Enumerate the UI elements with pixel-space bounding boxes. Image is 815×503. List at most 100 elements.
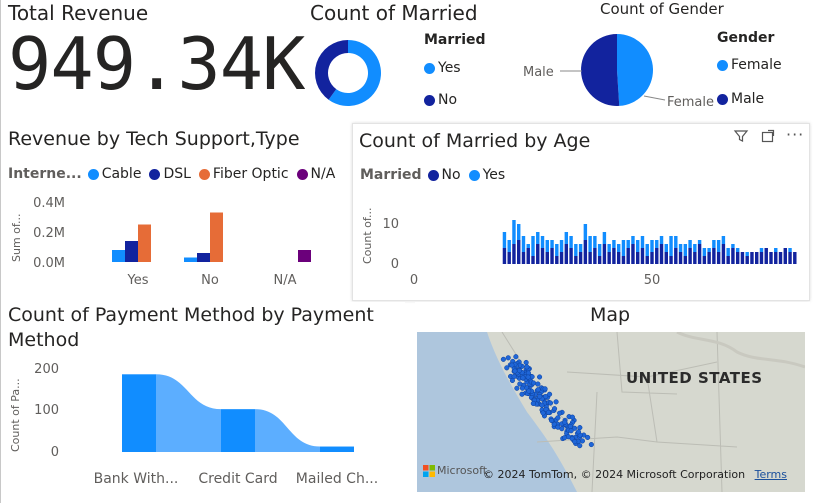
age-bar-76-yes[interactable] [774, 248, 778, 252]
age-bar-23-yes[interactable] [521, 236, 526, 252]
age-bar-35-no[interactable] [578, 252, 583, 264]
age-bar-43-yes[interactable] [616, 244, 621, 252]
age-bar-66-yes[interactable] [726, 248, 730, 256]
tech-legend-cable[interactable]: Cable [87, 166, 141, 182]
age-bar-54-no[interactable] [669, 256, 673, 264]
age-bar-24-yes[interactable] [526, 244, 530, 248]
age-bar-34-no[interactable] [574, 256, 578, 264]
age-bar-70-no[interactable] [745, 256, 749, 264]
age-bar-26-yes[interactable] [536, 232, 540, 244]
age-bar-37-no[interactable] [588, 252, 592, 264]
age-bar-21-yes[interactable] [512, 220, 516, 244]
age-bar-37-yes[interactable] [588, 236, 592, 252]
age-bar-61-yes[interactable] [702, 248, 707, 256]
age-bar-59-no[interactable] [693, 252, 697, 264]
age-bar-66-no[interactable] [726, 256, 730, 264]
filter-icon[interactable] [733, 128, 749, 148]
age-bar-44-no[interactable] [621, 256, 626, 264]
married-donut-card[interactable]: Count of Married Married Yes No [305, 0, 505, 120]
age-bar-70-yes[interactable] [745, 252, 749, 256]
tech-chart-card[interactable]: Revenue by Tech Support,Type Interne... … [5, 122, 345, 297]
age-bar-30-yes[interactable] [555, 244, 559, 256]
map-canvas[interactable]: UNITED STATES Microsoft © 2024 TomTom, ©… [417, 332, 805, 492]
age-bar-25-yes[interactable] [531, 236, 535, 256]
map-card[interactable]: Map UNITED STATES Microsoft © 2024 TomTo… [415, 302, 810, 500]
age-bar-68-yes[interactable] [735, 248, 740, 252]
age-bar-41-yes[interactable] [607, 244, 611, 252]
age-bar-32-no[interactable] [564, 244, 569, 264]
age-bar-72-no[interactable] [755, 252, 759, 264]
age-bar-65-yes[interactable] [721, 236, 726, 244]
payment-bar-0[interactable] [122, 374, 156, 452]
donut-slice-yes[interactable] [328, 40, 381, 106]
tech-bar-yes-fiberoptic[interactable] [138, 224, 151, 263]
age-bar-22-yes[interactable] [517, 224, 521, 240]
age-bar-48-no[interactable] [640, 248, 645, 264]
age-bar-29-yes[interactable] [550, 240, 554, 248]
age-bar-68-no[interactable] [735, 252, 740, 264]
age-bar-28-yes[interactable] [545, 240, 549, 252]
age-bar-51-no[interactable] [655, 248, 659, 264]
age-bar-79-no[interactable] [788, 252, 792, 264]
age-bar-67-no[interactable] [731, 248, 735, 264]
age-bar-57-no[interactable] [683, 256, 688, 264]
map-terms-link[interactable]: Terms [754, 468, 787, 481]
age-bar-52-yes[interactable] [659, 236, 664, 244]
age-bar-58-yes[interactable] [688, 240, 692, 248]
focus-mode-icon[interactable] [760, 128, 776, 148]
age-legend-yes[interactable]: Yes [468, 167, 505, 183]
tech-bar-yes-dsl[interactable] [125, 241, 138, 262]
age-bar-20-yes[interactable] [507, 240, 511, 252]
tech-bar-no-dsl[interactable] [197, 253, 210, 262]
married-legend-yes[interactable]: Yes [424, 60, 461, 76]
payment-bar-1[interactable] [221, 409, 255, 452]
age-bar-35-yes[interactable] [578, 244, 583, 252]
tech-legend-fiber[interactable]: Fiber Optic [198, 166, 289, 182]
age-bar-48-yes[interactable] [640, 236, 645, 248]
age-bar-40-no[interactable] [602, 244, 607, 264]
pie-slice-male[interactable] [581, 34, 620, 106]
age-bar-46-yes[interactable] [631, 236, 635, 244]
age-bar-19-yes[interactable] [502, 232, 507, 248]
age-bar-56-no[interactable] [678, 252, 683, 264]
age-bar-62-no[interactable] [707, 252, 711, 264]
age-bar-59-yes[interactable] [693, 244, 697, 252]
age-bar-46-no[interactable] [631, 244, 635, 264]
age-bar-57-yes[interactable] [683, 244, 688, 256]
age-bar-20-no[interactable] [507, 252, 511, 264]
age-legend-no[interactable]: No [427, 167, 461, 183]
age-bar-47-yes[interactable] [636, 240, 640, 252]
age-bar-25-no[interactable] [531, 256, 535, 264]
age-bar-29-no[interactable] [550, 248, 554, 264]
age-bar-49-yes[interactable] [645, 244, 649, 256]
tech-bar-na-na[interactable] [298, 250, 311, 262]
age-bar-54-yes[interactable] [669, 236, 673, 256]
age-bar-26-no[interactable] [536, 244, 540, 264]
age-bar-80-no[interactable] [793, 252, 797, 264]
age-bar-79-yes[interactable] [788, 248, 792, 252]
age-bar-36-yes[interactable] [583, 224, 588, 240]
age-bar-69-no[interactable] [740, 252, 745, 264]
age-bar-33-yes[interactable] [569, 236, 573, 248]
age-bar-78-no[interactable] [783, 248, 787, 264]
tech-legend-na[interactable]: N/A [296, 166, 335, 182]
age-bar-74-no[interactable] [764, 248, 768, 264]
payment-bar-2[interactable] [320, 446, 354, 452]
age-bar-65-no[interactable] [721, 244, 726, 264]
age-bar-40-yes[interactable] [602, 232, 607, 244]
age-bar-32-yes[interactable] [564, 232, 569, 244]
tech-bar-no-fiberoptic[interactable] [210, 212, 223, 263]
age-bar-63-yes[interactable] [712, 240, 716, 248]
age-chart-card[interactable]: Count of Married by Age ··· Married No Y… [352, 123, 810, 301]
gender-legend-male[interactable]: Male [717, 91, 764, 107]
age-bar-63-no[interactable] [712, 248, 716, 264]
age-bar-39-yes[interactable] [597, 244, 602, 256]
age-bar-64-no[interactable] [716, 252, 721, 264]
age-bar-71-no[interactable] [750, 252, 754, 264]
age-bar-60-no[interactable] [697, 244, 702, 264]
age-bar-53-yes[interactable] [664, 244, 668, 252]
age-bar-24-no[interactable] [526, 248, 530, 264]
age-bar-67-yes[interactable] [731, 244, 735, 248]
age-bar-31-no[interactable] [559, 252, 564, 264]
pie-slice-female[interactable] [617, 34, 654, 106]
